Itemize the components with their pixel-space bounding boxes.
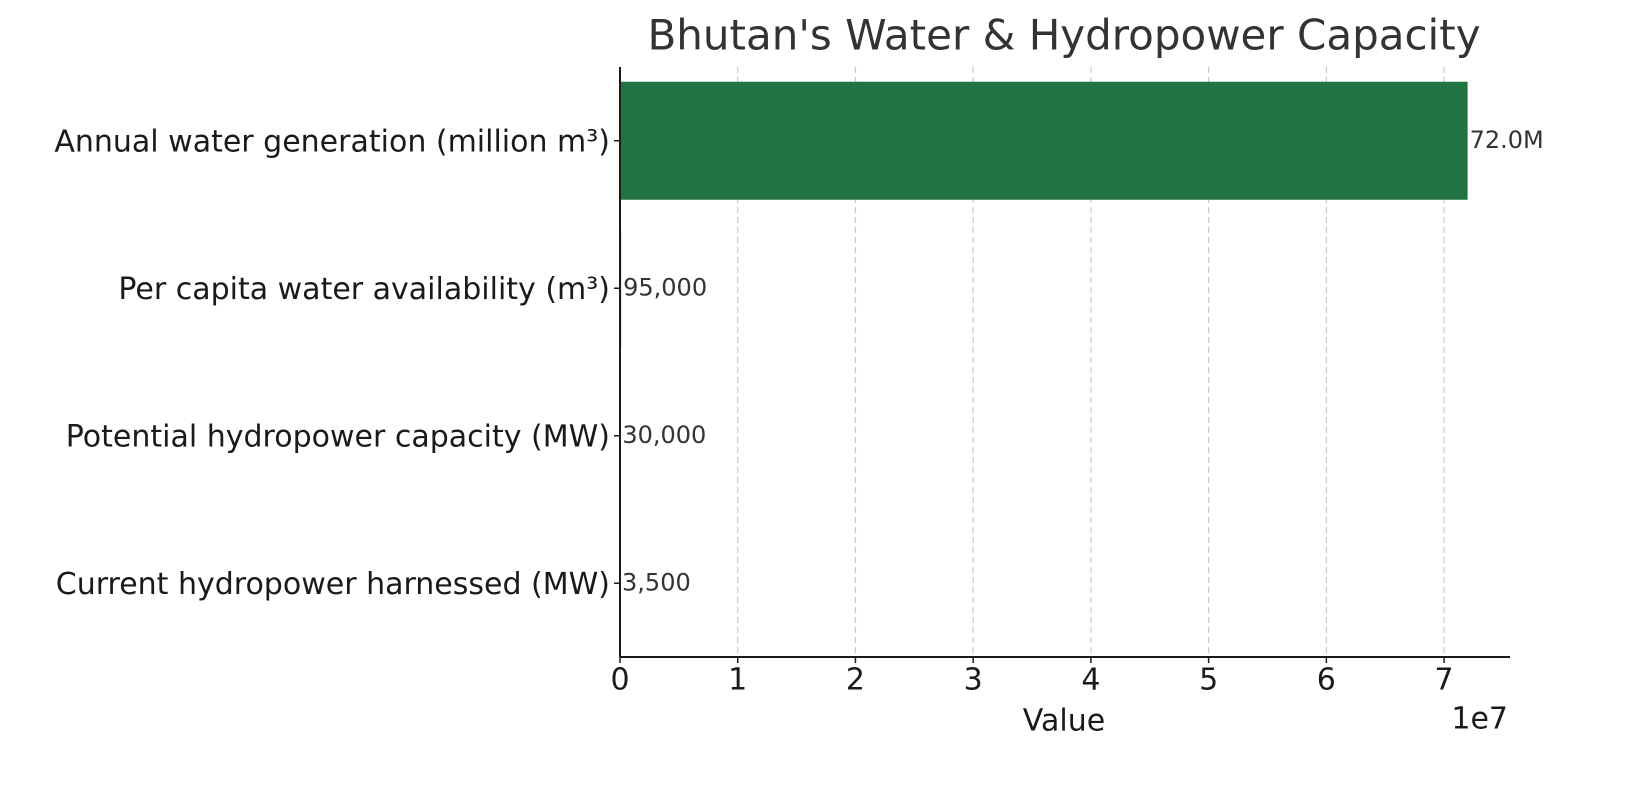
value-label: 3,500	[622, 568, 691, 596]
x-tick-label: 2	[846, 663, 865, 698]
value-label: 30,000	[622, 421, 706, 449]
x-tick-label: 7	[1435, 663, 1454, 698]
x-tick-label: 1	[728, 663, 747, 698]
x-tick-label: 4	[1081, 663, 1100, 698]
bar	[620, 81, 1468, 200]
chart-title: Bhutan's Water & Hydropower Capacity	[647, 11, 1480, 60]
y-tick-label: Per capita water availability (m³)	[118, 272, 610, 307]
y-tick-label: Current hydropower harnessed (MW)	[56, 567, 610, 602]
x-axis-label: Value	[1023, 704, 1105, 739]
x-tick-label: 0	[610, 663, 629, 698]
x-tick-label: 3	[964, 663, 983, 698]
x-offset-label: 1e7	[1451, 702, 1508, 737]
x-tick-label: 5	[1199, 663, 1218, 698]
value-label: 72.0M	[1470, 126, 1544, 154]
y-tick-label: Annual water generation (million m³)	[54, 124, 610, 159]
y-tick-label: Potential hydropower capacity (MW)	[66, 419, 610, 454]
value-label: 95,000	[623, 273, 707, 301]
x-tick-label: 6	[1317, 663, 1336, 698]
